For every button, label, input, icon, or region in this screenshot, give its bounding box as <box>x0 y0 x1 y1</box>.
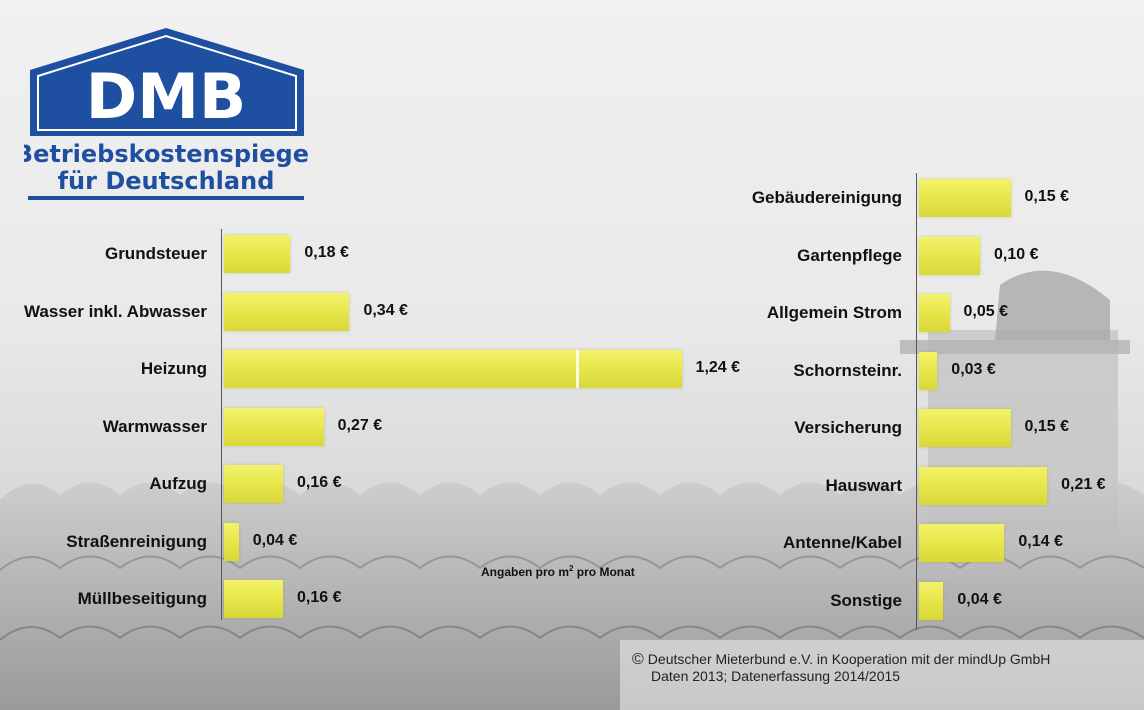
unit-note: Angaben pro m2 pro Monat <box>481 564 635 579</box>
value-label: 0,03 € <box>951 360 996 378</box>
value-label: 0,10 € <box>994 245 1039 263</box>
value-label: 0,16 € <box>297 589 342 606</box>
source-line-1: © Deutscher Mieterbund e.V. in Kooperatio… <box>632 651 1050 668</box>
bar <box>224 580 284 618</box>
value-label: 0,15 € <box>1024 418 1069 435</box>
bar <box>919 179 1011 217</box>
category-label: Gebäudereinigung <box>751 188 902 207</box>
bar <box>224 350 682 388</box>
category-label: Grundsteuer <box>104 244 207 263</box>
bar <box>919 409 1011 447</box>
chart-left-axis <box>221 229 222 620</box>
logo-line1: Betriebskostenspiegel <box>24 140 308 168</box>
category-label: Sonstige <box>830 590 902 610</box>
unit-note-text: Angaben pro m <box>481 565 570 579</box>
category-label: Warmwasser <box>102 416 207 436</box>
category-label: Versicherung <box>794 418 902 437</box>
category-label: Schornsteinr. <box>793 360 902 380</box>
bar-segment-divider <box>576 350 579 388</box>
source-line-2: Daten 2013; Datenerfassung 2014/2015 <box>651 668 901 684</box>
value-label: 1,24 € <box>695 359 741 376</box>
category-label: Allgemein Strom <box>766 303 902 322</box>
logo-brand-text: DMB <box>86 60 246 133</box>
category-label: Gartenpflege <box>797 245 902 265</box>
category-label: Aufzug <box>149 474 207 493</box>
source-text-1: Deutscher Mieterbund e.V. in Kooperation… <box>647 651 1051 667</box>
value-label: 0,21 € <box>1061 475 1106 493</box>
category-label: Heizung <box>140 359 207 378</box>
bar <box>919 351 938 390</box>
bar <box>919 524 1005 562</box>
bar <box>919 294 950 332</box>
source-footer: © Deutscher Mieterbund e.V. in Kooperatio… <box>632 651 1050 684</box>
unit-note-text-after: pro Monat <box>573 565 635 579</box>
logo-line2: für Deutschland <box>58 167 275 195</box>
bar <box>919 466 1048 505</box>
category-label: Müllbeseitigung <box>77 589 207 608</box>
value-label: 0,04 € <box>252 531 298 549</box>
chart-right-axis <box>916 173 917 630</box>
value-label: 0,15 € <box>1024 188 1069 205</box>
value-label: 0,27 € <box>337 416 383 434</box>
category-label: Antenne/Kabel <box>782 533 902 552</box>
bar <box>919 581 944 620</box>
value-label: 0,16 € <box>297 474 342 491</box>
category-label: Straßenreinigung <box>66 531 207 551</box>
bar <box>224 465 284 503</box>
bar <box>919 236 980 275</box>
copyright-icon: © <box>632 651 644 668</box>
unit-note-superscript: 2 <box>569 564 574 573</box>
dmb-logo: DMB Betriebskostenspiegel für Deutschlan… <box>24 28 308 200</box>
bar <box>224 407 324 446</box>
value-label: 0,18 € <box>304 244 349 261</box>
value-label: 0,34 € <box>363 301 408 319</box>
value-label: 0,14 € <box>1018 533 1063 550</box>
value-label: 0,05 € <box>963 303 1008 320</box>
value-label: 0,04 € <box>957 590 1002 608</box>
bar <box>224 292 350 331</box>
bar <box>224 235 291 273</box>
category-label: Hauswart <box>825 475 902 495</box>
category-label: Wasser inkl. Abwasser <box>24 301 207 321</box>
bar <box>224 522 239 561</box>
